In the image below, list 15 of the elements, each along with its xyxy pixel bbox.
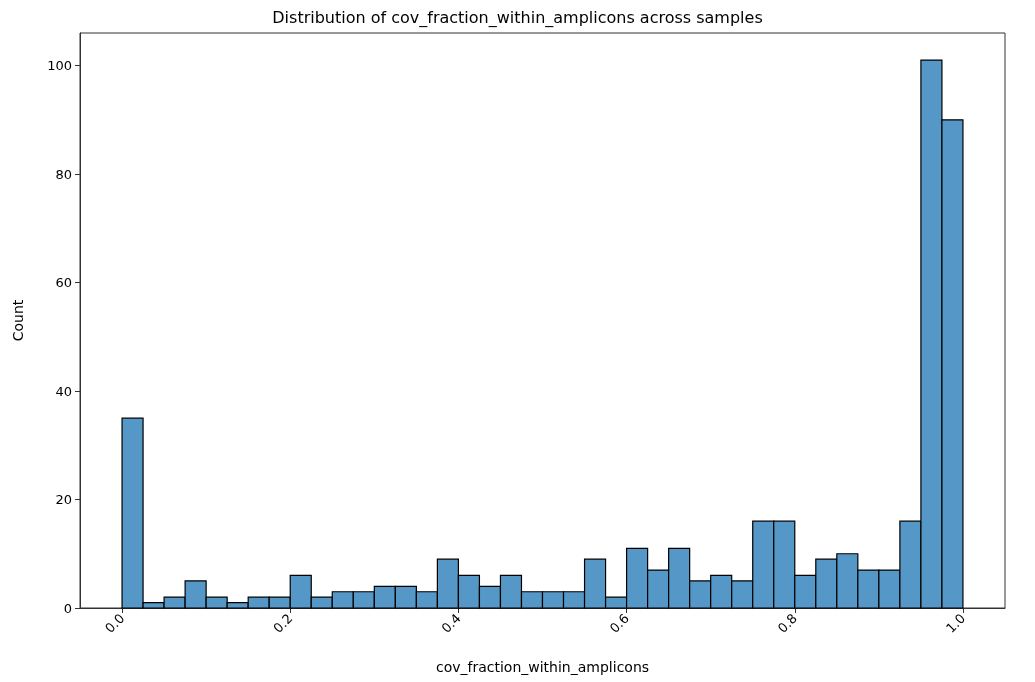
y-tick-label: 0: [63, 600, 72, 616]
y-tick-label: 60: [55, 275, 72, 291]
x-tick-label: 0.2: [270, 610, 296, 636]
x-axis-title: cov_fraction_within_amplicons: [435, 659, 650, 675]
y-tick-label: 20: [55, 492, 72, 508]
x-tick-label: 0.0: [102, 610, 128, 636]
y-axis-title: Count: [10, 299, 26, 342]
x-tick-label: 1.0: [943, 610, 969, 636]
x-tick-label: 0.8: [774, 610, 801, 636]
y-tick-label: 100: [47, 58, 72, 74]
x-tick-label: 0.4: [438, 610, 464, 636]
x-tick-label: 0.6: [606, 610, 632, 636]
chart-title: Distribution of cov_fraction_within_amplicons across samples: [272, 7, 763, 28]
y-tick-label: 80: [55, 166, 72, 182]
y-tick-label: 40: [55, 383, 72, 399]
